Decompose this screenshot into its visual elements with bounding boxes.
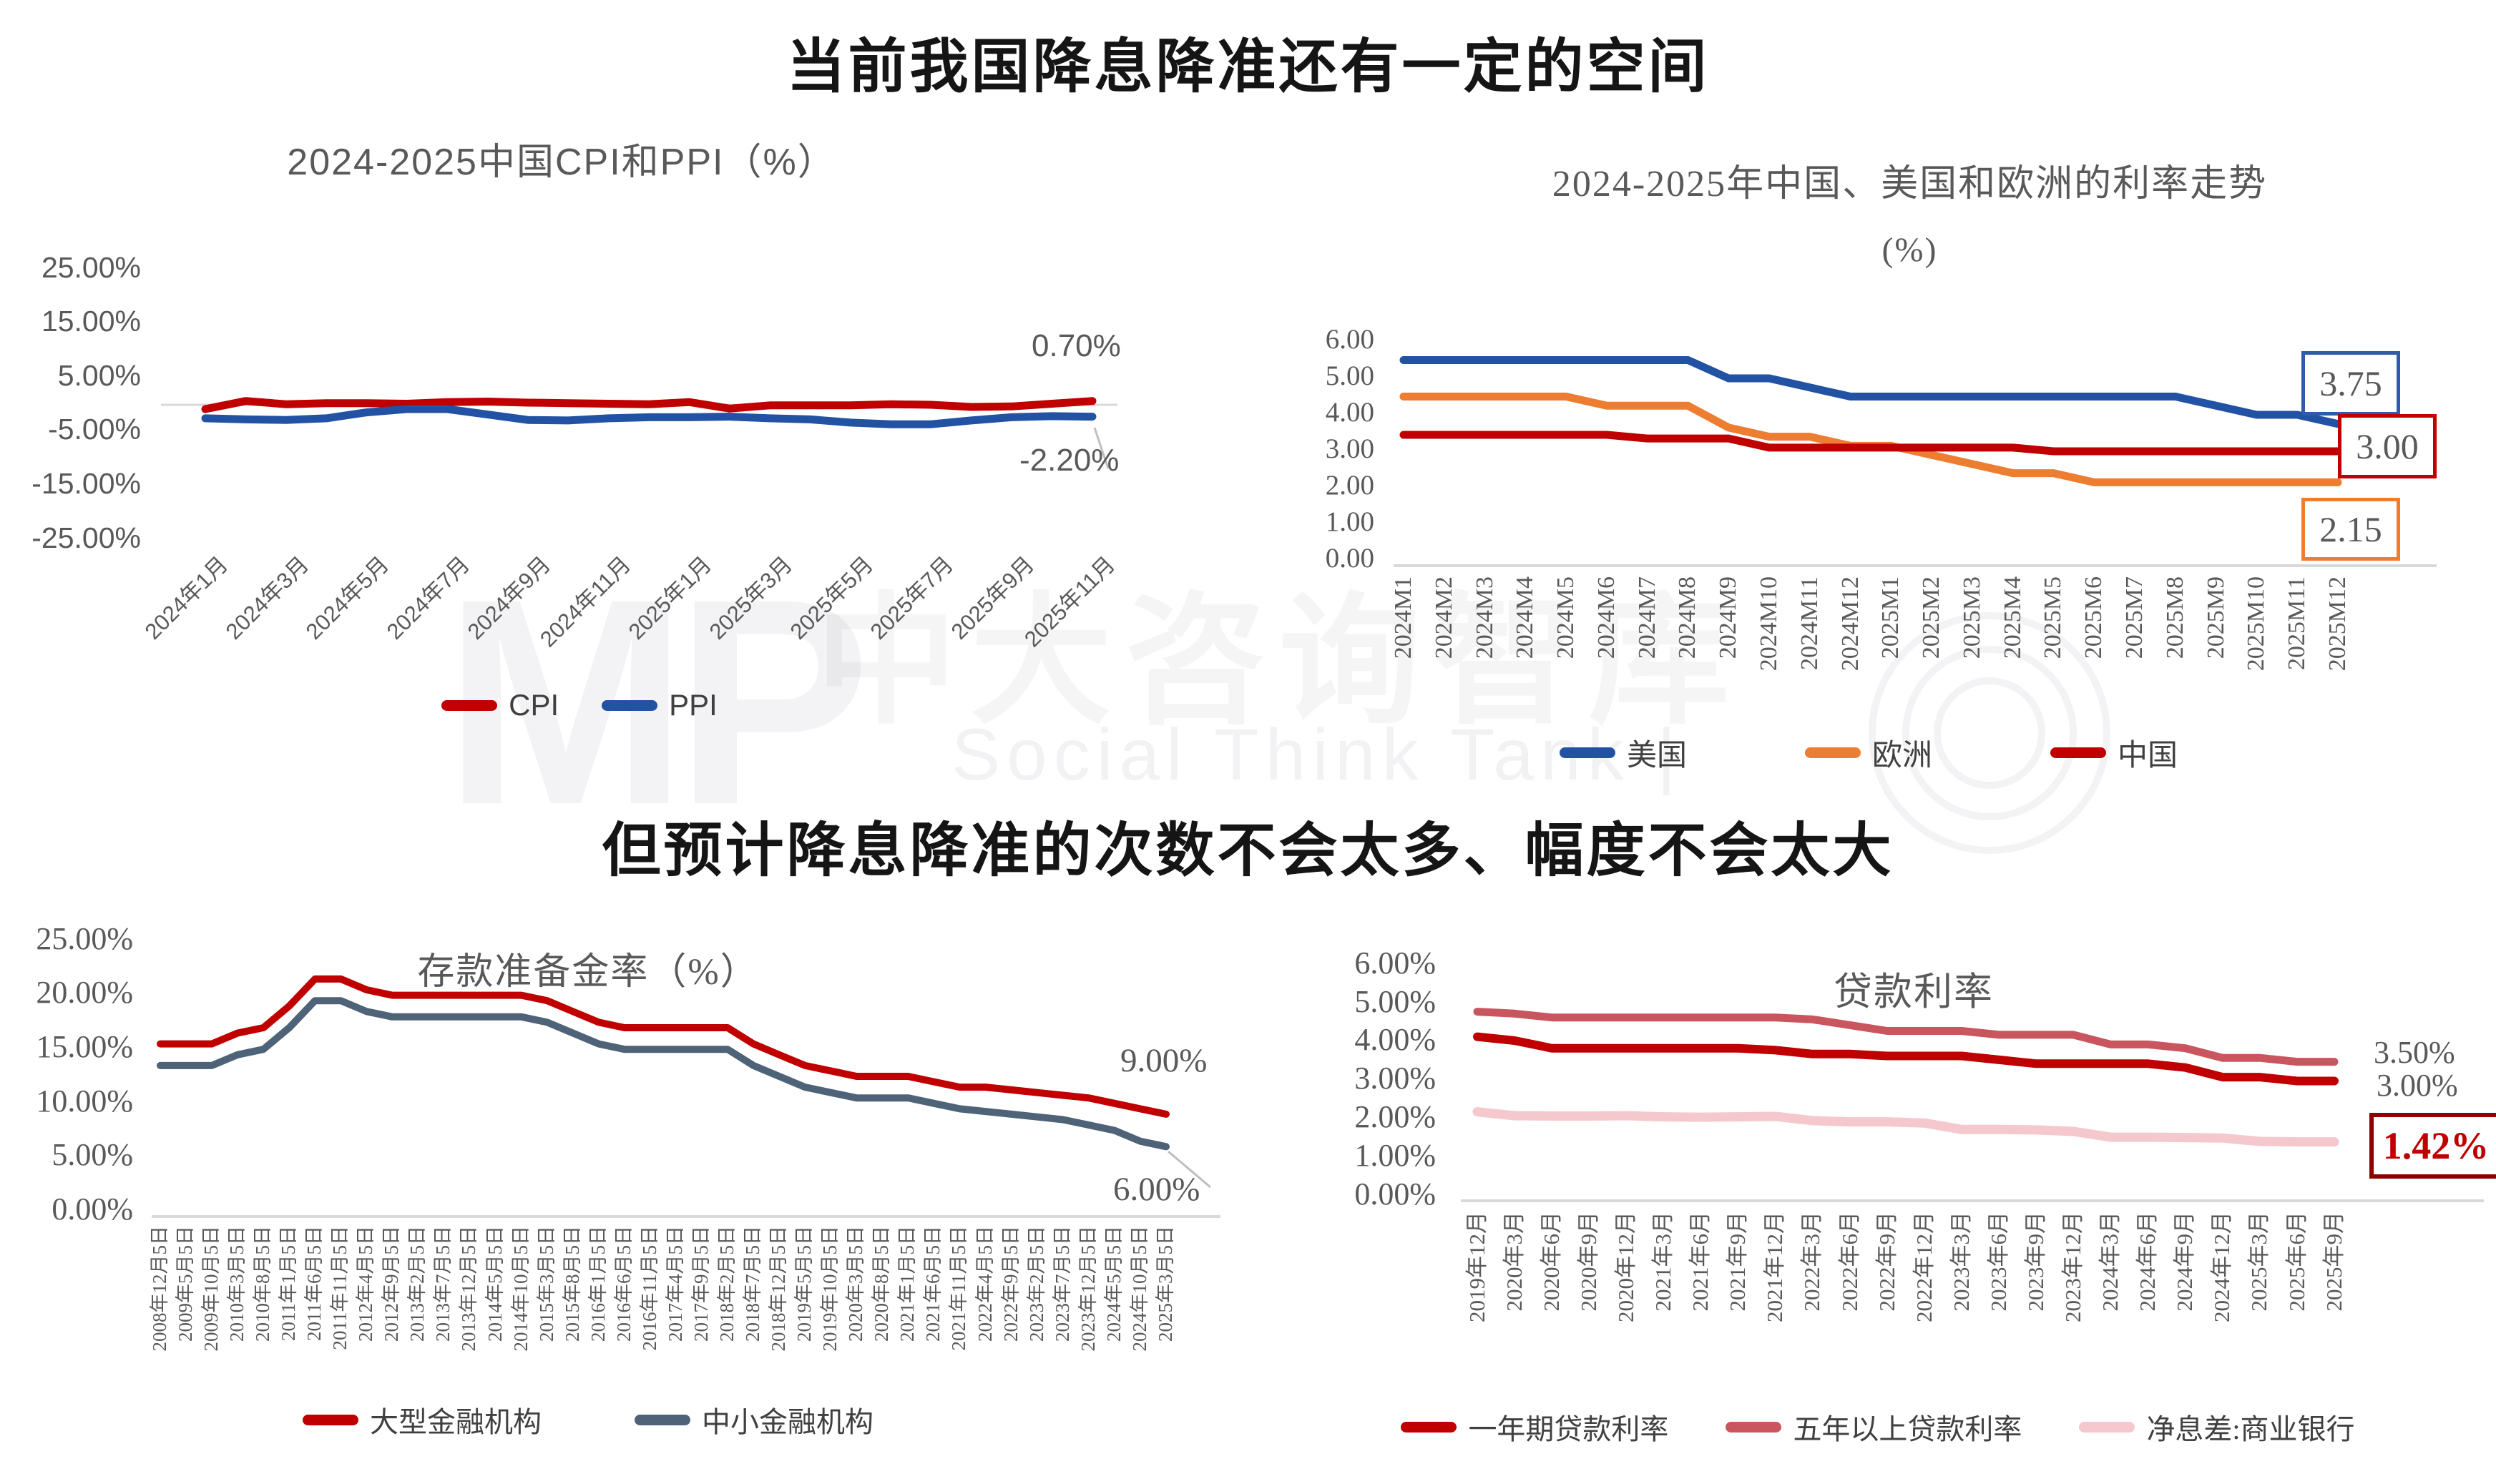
- watermark-brand-text: 中大咨询智库: [816, 591, 1743, 732]
- lpr-1y-line: [1473, 1032, 2339, 1086]
- watermark-tagline: Social Think Tank |: [951, 714, 1683, 795]
- chart-rrr-title: 存款准备金率（%）: [417, 952, 759, 993]
- china-line: [1399, 431, 2342, 456]
- chart-loan-title: 贷款利率: [1834, 971, 1994, 1013]
- large-banks-end-label: 9.00%: [1120, 1042, 1208, 1079]
- watermark-seal-icon: [1869, 612, 2110, 854]
- page-title: 当前我国降息降准还有一定的空间: [786, 34, 1710, 99]
- us-end-box: 3.75: [2301, 351, 2400, 416]
- europe-end-value: 2.15: [2319, 509, 2382, 549]
- ppi-line: [201, 405, 1097, 428]
- nim-end-box: 1.42%: [2369, 1113, 2496, 1179]
- ppi-end-label: -2.20%: [1019, 443, 1120, 478]
- cpi-line: [201, 397, 1097, 413]
- europe-end-box: 2.15: [2301, 498, 2400, 561]
- section-title-bottom: 但预计降息降准的次数不会太多、幅度不会太大: [602, 818, 1894, 883]
- chart-cpi-ppi-title: 2024-2025中国CPI和PPI（%）: [287, 142, 836, 183]
- lpr1y-end-label: 3.00%: [2377, 1068, 2458, 1103]
- chart-rates-title: 2024-2025年中国、美国和欧洲的利率走势: [1552, 164, 2268, 205]
- europe-line: [1399, 393, 2342, 486]
- leader-line: [1093, 427, 1110, 469]
- lpr5y-end-label: 3.50%: [2374, 1035, 2455, 1070]
- watermark-seal-ring: [1902, 646, 2077, 820]
- cpi-end-label: 0.70%: [1032, 328, 1121, 363]
- china-end-box: 3.00: [2338, 414, 2437, 478]
- nim-line: [1472, 1107, 2339, 1147]
- china-end-value: 3.00: [2356, 426, 2419, 466]
- nim-end-value: 1.42%: [2382, 1124, 2490, 1167]
- small-banks-line: [157, 997, 1170, 1151]
- us-end-value: 3.75: [2319, 363, 2382, 403]
- leader-line: [1168, 1150, 1211, 1189]
- lpr-5y-line: [1473, 1008, 2339, 1066]
- small-banks-end-label: 6.00%: [1113, 1171, 1200, 1208]
- watermark-seal-core: [1934, 677, 2045, 789]
- chart-rates-title-unit: (%): [1881, 231, 1938, 269]
- us-line: [1399, 356, 2342, 428]
- large-banks-line: [157, 975, 1170, 1118]
